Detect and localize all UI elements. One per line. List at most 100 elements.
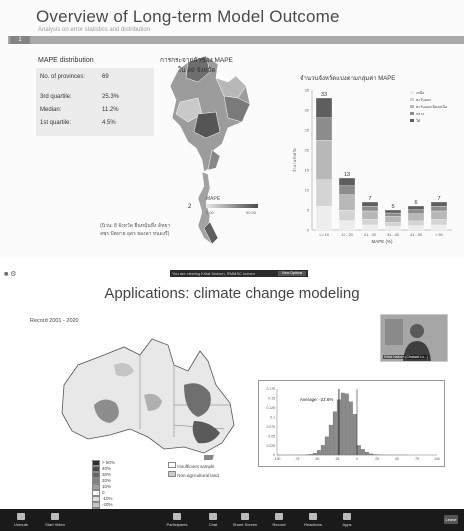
legend-label: Insufficient sample — [177, 464, 215, 469]
mape-heading: MAPE distribution — [38, 57, 94, 64]
provinces-bar-chart: 0 5 10 15 20 25 30 35 จำนวนจังหวัด 33 <= 10 13 11 - … — [292, 88, 452, 244]
legend-label: -20% — [102, 501, 113, 507]
apps-button[interactable]: Apps — [330, 509, 364, 531]
participants-icon — [173, 513, 181, 520]
participant-name: Kritat Nakorn (Chaiwat Lo...) — [383, 355, 430, 359]
control-label: Unmute — [13, 522, 28, 527]
histogram-average-label: Average: -22.6% — [300, 397, 334, 402]
bar-segment — [407, 209, 425, 214]
hist-y-tick: 0 — [273, 453, 275, 457]
hist-x-tick: 100 — [434, 457, 440, 461]
view-options-button[interactable]: View Options — [278, 271, 306, 276]
participants-button[interactable]: Participants — [160, 509, 194, 531]
legend-swatch — [92, 460, 100, 466]
bar-segment — [315, 117, 333, 141]
legend-label: 0 — [102, 489, 105, 495]
hist-x-tick: -100 — [274, 457, 281, 461]
y-tick-label: 20 — [305, 148, 310, 153]
hist-bar — [340, 392, 345, 456]
australia-map-legend-2: Insufficient sample Non-agricultural lan… — [168, 462, 219, 479]
y-tick-label: 30 — [305, 108, 310, 113]
y-tick-label: 5 — [307, 208, 310, 213]
map-caption: การกระจายตัวของ MAPE — [160, 57, 233, 64]
record-button[interactable]: Record — [262, 509, 296, 531]
legend-label: เหนือ — [416, 90, 424, 95]
bar-segment — [361, 219, 379, 226]
bar-chart-title: จำนวนจังหวัดแบ่งตามกลุ่มค่า MAPE — [300, 76, 396, 82]
bar-segment — [315, 140, 333, 180]
control-label: Participants — [166, 522, 188, 527]
legend-entry: 10% — [92, 484, 116, 490]
bar-total-label: 7 — [437, 196, 440, 202]
hist-bar — [324, 436, 329, 456]
legend-label: 20% — [102, 477, 112, 483]
map-legend-title: MAPE — [206, 196, 221, 202]
chat-icon — [209, 513, 217, 520]
hist-x-tick: 25 — [375, 457, 379, 461]
bar-segment — [361, 210, 379, 220]
bar-segment — [430, 210, 448, 220]
legend-swatch — [92, 484, 100, 490]
hist-y-tick: 0.05 — [268, 434, 275, 438]
bar-segment — [430, 201, 448, 207]
hist-bar — [344, 393, 349, 456]
control-label: Start Video — [45, 522, 65, 527]
bar-segment — [338, 185, 356, 195]
hist-x-tick: -50 — [315, 457, 320, 461]
hist-bar — [352, 414, 357, 456]
leave-button[interactable]: Leave — [444, 515, 458, 524]
bar-segment — [384, 226, 402, 231]
mape-row: No. of provinces: 69 — [40, 74, 109, 80]
bar-total-label: 13 — [344, 172, 350, 178]
bar-segment — [315, 179, 333, 207]
apps-icon — [343, 513, 351, 520]
hist-y-tick: 0.025 — [267, 444, 276, 448]
hist-bar — [320, 445, 325, 456]
bar-total-label: 5 — [391, 204, 394, 210]
hist-y-tick: 0.175 — [267, 387, 276, 391]
hist-bar — [328, 424, 333, 456]
x-tick-label: <= 10 — [319, 233, 329, 237]
bar-segment — [407, 220, 425, 226]
legend-swatch — [92, 466, 100, 472]
bar-total-label: 6 — [414, 200, 417, 206]
x-tick-label: 41 - 50 — [410, 233, 422, 237]
slide-2-title: Applications: climate change modeling — [104, 285, 360, 302]
hist-bar — [348, 401, 353, 456]
legend-entry: 40% — [92, 466, 116, 472]
participant-video-tile[interactable]: Kritat Nakorn (Chaiwat Lo...) — [380, 314, 448, 362]
bar-total-label: 33 — [321, 92, 327, 98]
legend-swatch — [410, 112, 414, 115]
histogram-chart: 0 0.025 0.05 0.075 0.1 0.125 0.15 0.175 -100 -75 -… — [267, 387, 440, 461]
bar-segment — [315, 97, 333, 118]
unmute-button[interactable]: Unmute — [4, 509, 38, 531]
y-tick-label: 10 — [305, 188, 310, 193]
map-note: (นิว่น: 8 จังหวัด ยืนหมุ้นที่ง ด้ทยา — [100, 223, 171, 229]
legend-entry: -10% — [92, 496, 116, 502]
bar-segment — [430, 219, 448, 226]
reactions-button[interactable]: Reactions — [296, 509, 330, 531]
hist-bar — [364, 451, 369, 456]
chat-button[interactable]: Chat — [196, 509, 230, 531]
start-video-button[interactable]: Start Video — [38, 509, 72, 531]
y-tick-label: 35 — [305, 88, 310, 93]
histogram-panel: 0 0.025 0.05 0.075 0.1 0.125 0.15 0.175 -100 -75 -… — [258, 380, 445, 467]
map-legend-min: 0.00 — [206, 210, 214, 215]
meeting-info-icon[interactable]: ■ ⚙ — [4, 271, 17, 278]
legend-label: 30% — [102, 471, 112, 477]
bar-segment — [338, 220, 356, 231]
hist-bar — [368, 453, 373, 456]
legend-label: ตะวันออกเฉียงเหนือ — [416, 104, 447, 109]
bar-segment — [338, 177, 356, 186]
legend-swatch — [168, 470, 176, 477]
bar-segment — [361, 206, 379, 212]
hist-x-tick: 75 — [415, 457, 419, 461]
legend-label: 10% — [102, 483, 112, 489]
bar-segment — [430, 224, 448, 231]
bar-segment — [407, 225, 425, 231]
thailand-map: 2 — [169, 55, 251, 245]
legend-label: กลาง — [416, 112, 424, 116]
legend-swatch — [410, 105, 414, 108]
share-screen-button[interactable]: Share Screen — [228, 509, 262, 531]
legend-entry: -20% — [92, 502, 116, 508]
